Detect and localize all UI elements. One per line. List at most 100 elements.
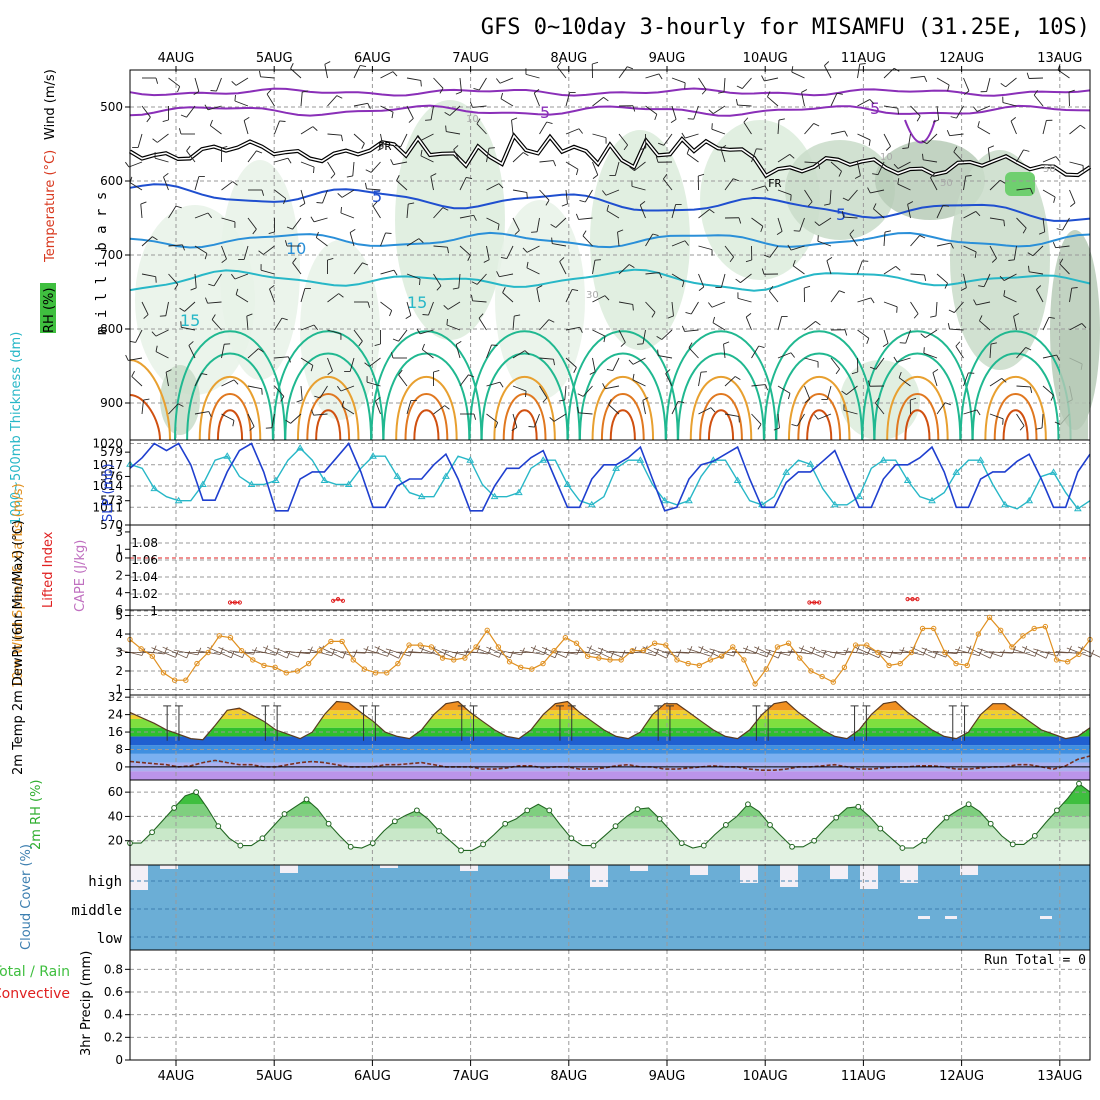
wind-barb	[829, 189, 832, 204]
wind-barb	[300, 385, 303, 400]
wind-barb-flag	[602, 190, 607, 196]
thickness-marker	[369, 452, 377, 459]
rh-marker	[656, 815, 663, 822]
wind-barb-flag	[1055, 156, 1060, 162]
temp-contour-loop	[186, 352, 274, 441]
wind-barb	[533, 92, 540, 107]
wind-barb-flag	[336, 95, 343, 99]
temp-contour-loop	[591, 375, 655, 441]
rh-marker	[325, 820, 332, 827]
wind-barb	[645, 233, 654, 247]
wind-barb-flag	[496, 271, 500, 277]
surface-wind-barb	[1055, 651, 1080, 654]
rh-shading	[495, 200, 585, 400]
wind-barb	[352, 161, 355, 176]
wind-barb	[349, 232, 355, 247]
wind-barb-flag	[473, 87, 480, 91]
wind-barb-flag	[738, 217, 742, 224]
lifted-index-axis-label: Lifted Index	[41, 531, 56, 608]
wind-barb-flag	[246, 313, 253, 317]
temp-contour-loop	[493, 375, 556, 441]
wind-barb-flag	[445, 125, 447, 132]
wind-barb-flag	[1003, 290, 1006, 297]
wind-barb	[433, 245, 448, 248]
wind-barb	[592, 97, 604, 107]
wind-barb	[976, 105, 991, 112]
lifted-index-tick-label: 2	[115, 568, 123, 582]
wind-barb-flag	[990, 342, 997, 345]
wind-barb-flag	[758, 345, 765, 349]
wind-barb-flag	[921, 140, 928, 145]
wind-barb	[292, 262, 302, 275]
wind-barb	[698, 209, 710, 219]
wind-barb	[327, 95, 338, 107]
wind-barb-flag	[681, 281, 685, 288]
wind-barb-flag	[678, 400, 685, 403]
wind-speed-marker	[160, 670, 167, 676]
thickness-marker	[466, 456, 475, 463]
rh-axis-label: 2m RH (%)	[29, 779, 44, 850]
wind-barb-flag	[735, 278, 741, 283]
wind-barb	[557, 66, 567, 79]
rh-legend-swatch	[40, 283, 56, 333]
wind-barb	[499, 273, 514, 278]
bottom-date-label: 5AUG	[256, 1069, 293, 1084]
rh-marker	[899, 845, 906, 851]
wind-barb-flag	[791, 423, 798, 427]
thickness-marker	[296, 444, 305, 451]
isotherm-5-mid	[129, 183, 1091, 222]
surface-wind-barb-flag	[621, 650, 626, 658]
dewpoint-line	[129, 755, 1091, 772]
wind-barb	[194, 245, 208, 254]
wind-barb	[857, 297, 872, 303]
thickness-marker	[1001, 500, 1009, 508]
thickness-marker	[344, 480, 353, 488]
wind-barb-flag	[733, 178, 740, 182]
wind-barb-flag	[838, 170, 842, 177]
wind-barb	[300, 324, 315, 331]
wind-barb-flag	[919, 235, 926, 239]
wind-speed-marker	[372, 670, 379, 676]
wind-barb	[632, 357, 646, 365]
wind-barb	[910, 105, 921, 117]
wind-barb	[300, 126, 314, 135]
wind-barb-flag	[408, 202, 415, 205]
wind-barb	[221, 379, 235, 387]
wind-barb	[614, 161, 620, 176]
cloud-clear-patch	[780, 865, 798, 887]
wind-barb	[671, 204, 677, 219]
wind-barb-flag	[182, 244, 185, 251]
wind-barb	[369, 357, 381, 367]
wind-barb-flag	[761, 75, 765, 82]
wind-barb	[883, 301, 898, 308]
wind-barb-flag	[299, 203, 306, 207]
wind-barb-flag	[620, 342, 626, 347]
precip-tick-label: 0.4	[104, 1008, 123, 1022]
wind-barb	[353, 102, 368, 107]
wind-barb	[553, 413, 567, 422]
wind-speed-marker	[752, 681, 758, 687]
wind-barb	[459, 214, 474, 219]
wind-barb	[353, 329, 363, 342]
rh-contour-label: 50	[1043, 164, 1056, 175]
wind-barb	[956, 105, 964, 119]
wind-barb-flag	[999, 275, 1005, 281]
rh-shading	[1060, 330, 1088, 440]
temp-tick-label: 8	[115, 742, 123, 756]
rh-marker	[259, 835, 266, 842]
wind-barb	[925, 329, 938, 339]
wind-barb	[592, 329, 606, 337]
rh-tick-label: 60	[108, 785, 123, 799]
temp-contour-loop	[787, 375, 851, 441]
temp-contour-loop	[984, 375, 1047, 441]
wind-barb-flag	[654, 114, 658, 121]
wind-speed-marker	[183, 677, 189, 683]
wind-barb	[796, 413, 805, 427]
wind-barb	[949, 328, 964, 331]
wind-barb	[792, 265, 805, 275]
wind-barb	[989, 413, 1004, 420]
wind-barb-flag	[439, 88, 444, 94]
temp-contour-loop	[480, 352, 569, 441]
wind-barb	[300, 288, 306, 303]
wind-barb-flag	[948, 309, 955, 313]
